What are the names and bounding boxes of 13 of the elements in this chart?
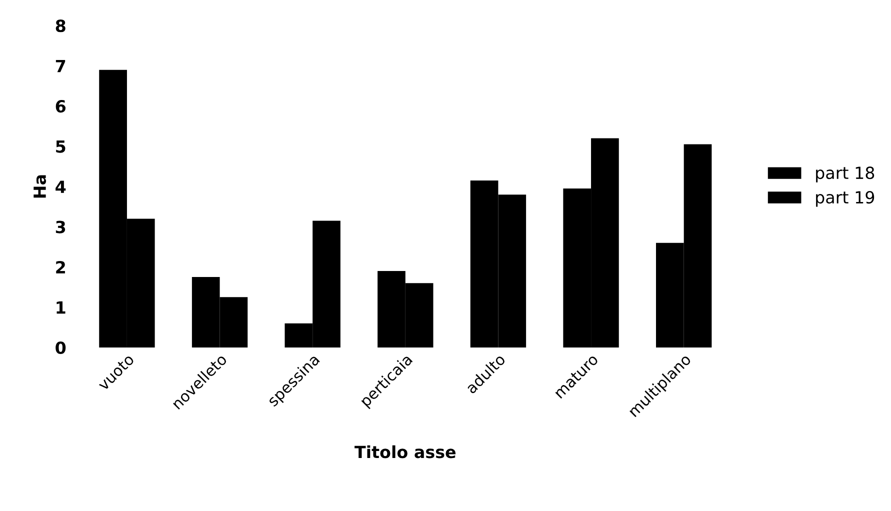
y-tick-label: 7	[56, 60, 66, 72]
y-tick-label: 2	[56, 260, 65, 274]
y-tick-label: 4	[56, 180, 66, 193]
y-tick-label: 0	[56, 341, 66, 354]
y-tick-label: 3	[56, 220, 66, 234]
legend-label: part 18	[816, 166, 874, 182]
legend-label: part 19	[816, 190, 874, 207]
y-tick-label: 1	[56, 301, 66, 314]
y-tick-label: 6	[56, 100, 66, 113]
y-tick-label: 5	[56, 140, 66, 153]
y-axis-title: Ha	[34, 175, 46, 198]
y-tick-label: 8	[56, 20, 66, 32]
x-axis-title: Titolo asse	[354, 445, 456, 458]
